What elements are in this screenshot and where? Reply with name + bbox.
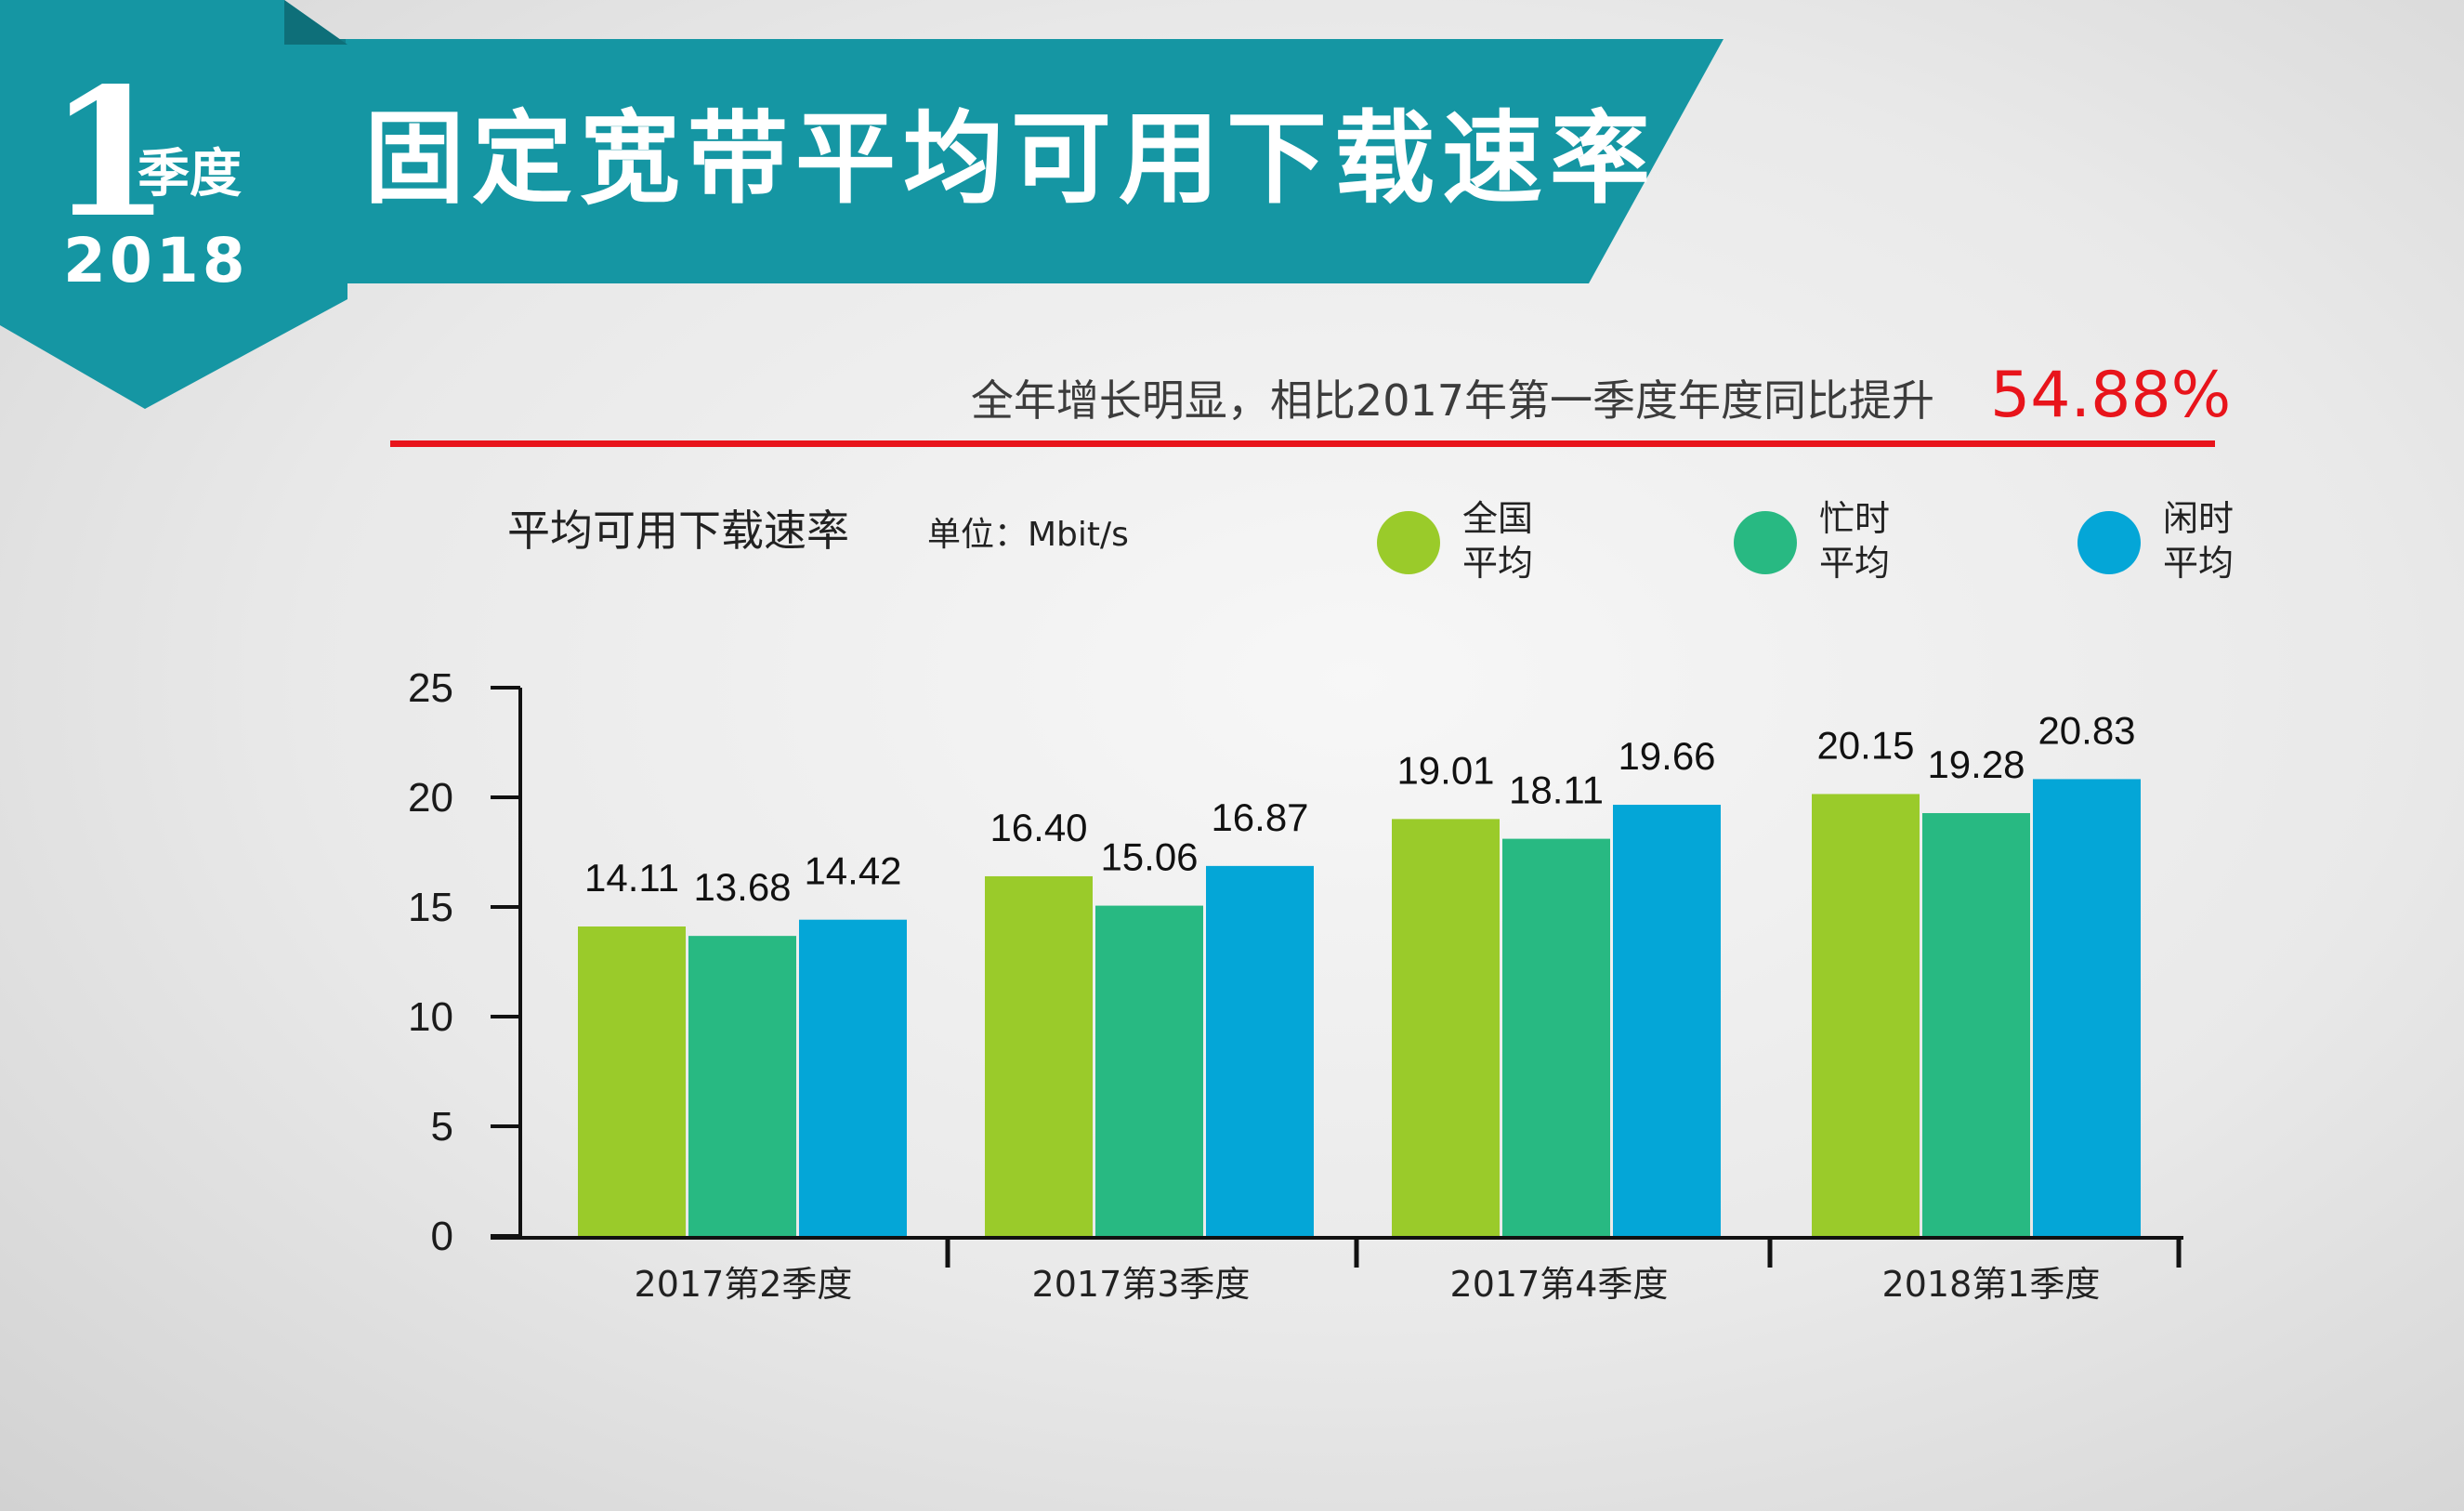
legend-label-line: 忙时 xyxy=(1819,498,1891,539)
legend-label: 全国 平均 xyxy=(1462,496,1555,585)
data-label: 16.87 xyxy=(1211,795,1308,839)
y-tick-label: 5 xyxy=(431,1104,453,1150)
legend-swatch xyxy=(1377,511,1440,574)
data-label: 18.11 xyxy=(1509,769,1604,812)
legend-label: 忙时 平均 xyxy=(1819,496,1912,585)
badge-quarter-label: 季度 xyxy=(138,144,242,204)
headline-divider xyxy=(390,440,2215,447)
bar-1-1 xyxy=(578,926,686,1236)
y-tick-label: 0 xyxy=(431,1214,453,1259)
legend-label-line: 闲时 xyxy=(2163,498,2235,539)
bar-3-4 xyxy=(2033,779,2141,1236)
legend-label-line: 全国 xyxy=(1462,498,1534,539)
bar-1-3 xyxy=(1392,819,1500,1236)
x-tick-label: 2017第2季度 xyxy=(635,1264,853,1305)
quarter-badge xyxy=(0,0,347,409)
y-tick-label: 15 xyxy=(408,885,453,930)
data-label: 20.83 xyxy=(2038,708,2135,752)
banner-title: 固定宽带平均可用下载速率 xyxy=(364,101,1658,217)
data-label: 19.28 xyxy=(1927,742,2025,786)
data-label: 15.06 xyxy=(1100,835,1198,879)
data-label: 16.40 xyxy=(990,806,1087,849)
y-tick-label: 25 xyxy=(408,665,453,711)
headline-percent: 54.88% xyxy=(1990,359,2232,432)
legend-label-line: 平均 xyxy=(1819,543,1891,584)
bar-2-4 xyxy=(1922,812,2030,1236)
x-tick-label: 2018第1季度 xyxy=(1882,1264,2101,1305)
bar-3-2 xyxy=(1206,865,1314,1236)
legend-label-line: 平均 xyxy=(1462,543,1534,584)
y-tick-label: 20 xyxy=(408,775,453,821)
data-label: 20.15 xyxy=(1816,723,1914,767)
y-tick-label: 10 xyxy=(408,994,453,1040)
data-label: 14.42 xyxy=(804,849,901,893)
chart-unit: 单位：Mbit/s xyxy=(927,516,1129,554)
bar-2-2 xyxy=(1095,905,1203,1236)
bar-2-3 xyxy=(1502,838,1610,1236)
legend-swatch xyxy=(2077,511,2141,574)
badge-number: 1 xyxy=(48,49,172,256)
bar-3-1 xyxy=(799,919,907,1236)
data-label: 14.11 xyxy=(584,856,679,900)
x-tick-label: 2017第4季度 xyxy=(1450,1264,1669,1305)
data-label: 19.01 xyxy=(1396,748,1494,792)
legend-label-line: 平均 xyxy=(2163,543,2235,584)
badge-year: 2018 xyxy=(63,225,249,296)
bar-1-2 xyxy=(985,875,1093,1236)
legend-swatch xyxy=(1734,511,1797,574)
quarter-badge-fold xyxy=(284,0,347,45)
data-label: 13.68 xyxy=(693,865,791,909)
data-label: 19.66 xyxy=(1618,734,1715,778)
chart-title: 平均可用下载速率 xyxy=(507,506,849,556)
bar-3-3 xyxy=(1613,805,1721,1236)
bar-1-4 xyxy=(1812,794,1920,1236)
bar-2-1 xyxy=(688,936,796,1236)
headline-text: 全年增长明显，相比2017年第一季度年度同比提升 xyxy=(970,375,1934,426)
x-tick-label: 2017第3季度 xyxy=(1032,1264,1251,1305)
legend-label: 闲时 平均 xyxy=(2163,496,2256,585)
banner-shape xyxy=(279,39,1723,283)
